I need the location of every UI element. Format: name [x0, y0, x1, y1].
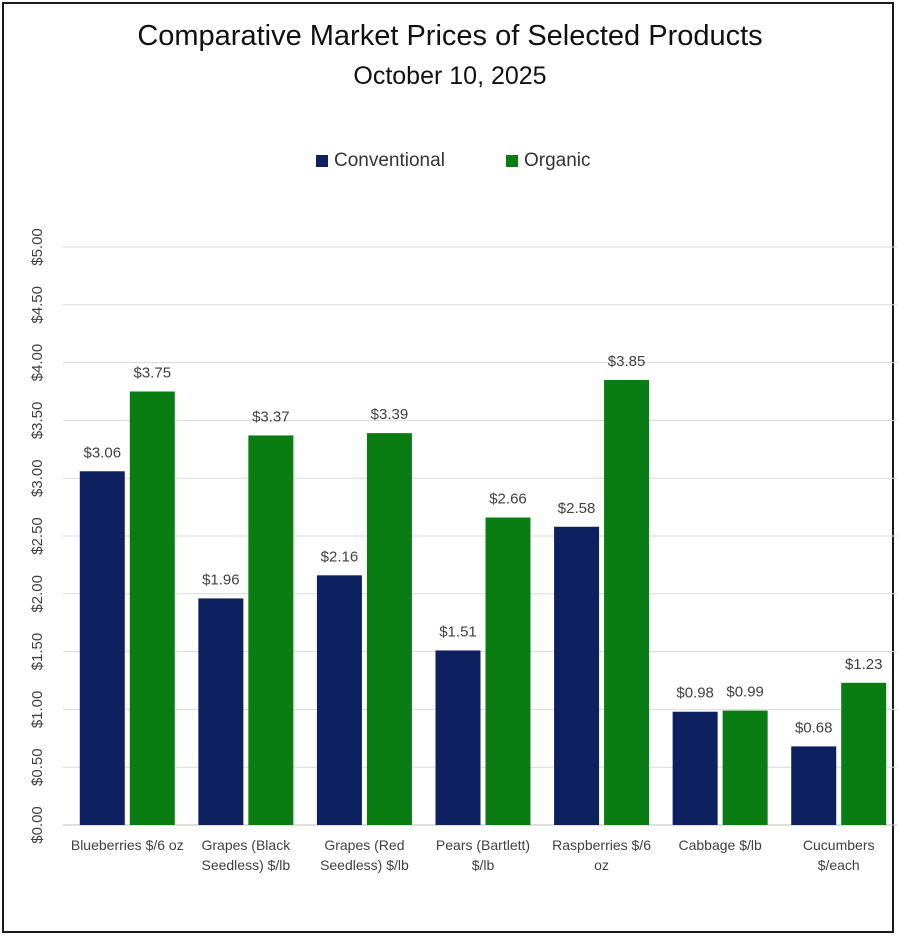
legend-item-organic: Organic — [506, 150, 591, 172]
legend-swatch-conventional — [316, 155, 328, 167]
data-label-organic: $3.39 — [371, 406, 409, 423]
bar-organic — [604, 379, 650, 825]
y-tick-label: $0.50 — [29, 748, 46, 786]
bar-organic — [248, 435, 294, 825]
y-tick-label: $0.00 — [29, 806, 46, 844]
category-label: Cabbage $/lb — [678, 837, 762, 853]
category-label: Seedless) $/lb — [201, 857, 290, 873]
bar-conventional — [435, 650, 481, 825]
data-label-conventional: $1.51 — [439, 623, 477, 640]
legend-swatch-organic — [506, 155, 518, 167]
bar-conventional — [316, 575, 362, 825]
legend-item-conventional: Conventional — [316, 150, 445, 172]
category-label: Raspberries $/6 — [552, 837, 651, 853]
data-label-organic: $3.85 — [608, 353, 646, 370]
y-tick-label: $3.50 — [29, 402, 46, 440]
bar-organic — [841, 682, 887, 825]
bar-conventional — [672, 711, 718, 825]
y-tick-label: $2.00 — [29, 575, 46, 613]
chart-legend: Conventional Organic — [0, 150, 900, 178]
bar-conventional — [791, 746, 837, 825]
data-label-conventional: $2.16 — [321, 548, 359, 565]
data-label-organic: $3.37 — [252, 408, 290, 425]
data-label-conventional: $2.58 — [558, 500, 596, 517]
category-label: Cucumbers — [803, 837, 875, 853]
y-tick-label: $1.50 — [29, 633, 46, 671]
data-label-conventional: $0.68 — [795, 719, 833, 736]
y-tick-label: $1.00 — [29, 691, 46, 729]
data-label-conventional: $3.06 — [84, 444, 122, 461]
data-label-organic: $1.23 — [845, 656, 883, 673]
data-label-organic: $0.99 — [726, 684, 764, 701]
data-label-conventional: $0.98 — [676, 685, 714, 702]
bar-organic — [485, 517, 531, 825]
category-label: $/each — [818, 857, 860, 873]
category-label: Blueberries $/6 oz — [71, 837, 184, 853]
y-tick-label: $5.00 — [29, 228, 46, 266]
category-label: oz — [594, 857, 609, 873]
y-tick-label: $2.50 — [29, 517, 46, 555]
y-tick-label: $3.00 — [29, 459, 46, 497]
legend-label-conventional: Conventional — [334, 150, 445, 171]
data-label-conventional: $1.96 — [202, 571, 240, 588]
bar-conventional — [79, 471, 125, 825]
chart-title: Comparative Market Prices of Selected Pr… — [137, 20, 763, 52]
legend-label-organic: Organic — [524, 150, 591, 171]
bar-organic — [129, 391, 175, 825]
category-label: Seedless) $/lb — [320, 857, 409, 873]
category-label: Grapes (Black — [202, 837, 292, 853]
bar-organic — [722, 710, 768, 825]
category-label: Grapes (Red — [324, 837, 404, 853]
data-label-organic: $3.75 — [134, 365, 172, 382]
data-label-organic: $2.66 — [489, 491, 527, 508]
bar-conventional — [198, 598, 244, 825]
bar-organic — [366, 433, 412, 825]
y-tick-label: $4.50 — [29, 286, 46, 324]
bar-conventional — [554, 526, 600, 825]
category-label: $/lb — [472, 857, 495, 873]
y-tick-label: $4.00 — [29, 344, 46, 382]
category-label: Pears (Bartlett) — [436, 837, 530, 853]
chart-subtitle: October 10, 2025 — [353, 62, 547, 90]
